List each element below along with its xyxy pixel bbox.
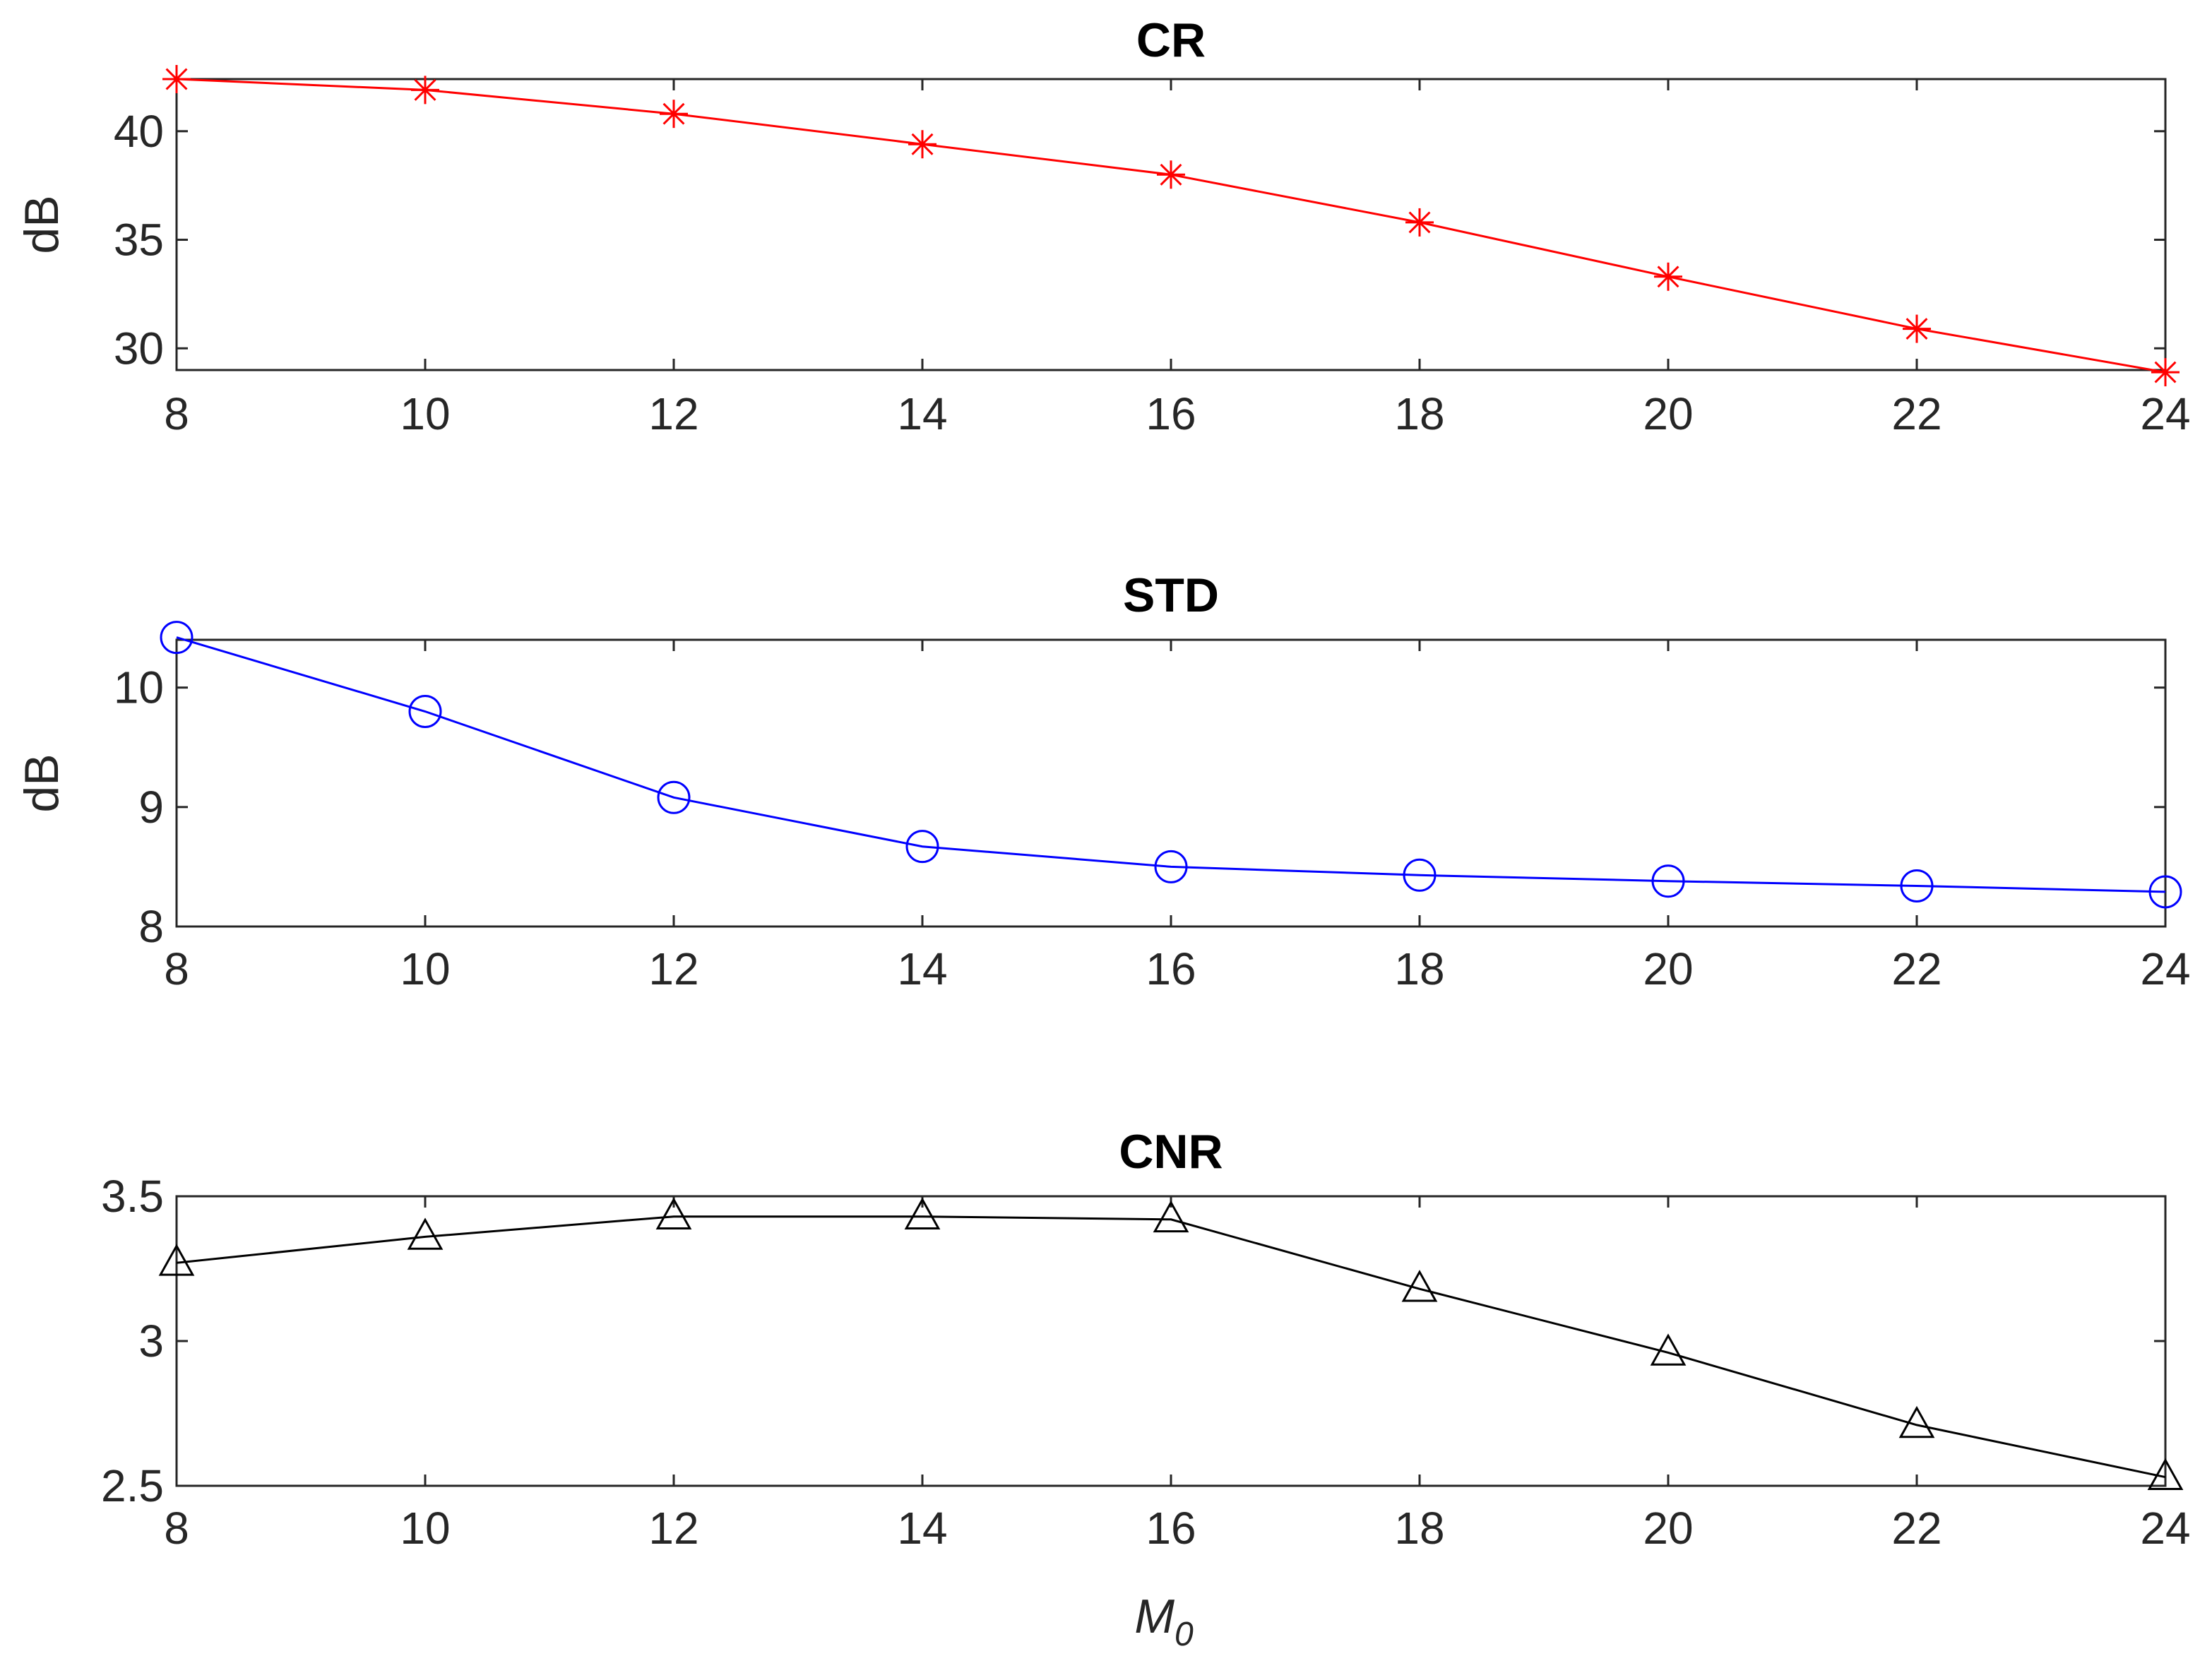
y-tick-label: 30 xyxy=(114,323,164,374)
x-tick-label: 18 xyxy=(1394,1503,1444,1554)
x-tick-label: 10 xyxy=(400,943,450,994)
x-tick-label: 22 xyxy=(1891,943,1942,994)
x-tick-label: 14 xyxy=(897,943,947,994)
chart-panel-std: STD 8 10 12 14 16 18 20 22 24 8 9 10 dB xyxy=(15,568,2191,994)
asterisk-marker xyxy=(908,130,936,159)
y-tick-label: 3.5 xyxy=(101,1171,164,1222)
triangle-marker xyxy=(407,1217,444,1250)
x-tick-label: 12 xyxy=(648,943,698,994)
x-tick-label: 20 xyxy=(1643,388,1693,439)
x-tick-label: 14 xyxy=(897,388,947,439)
x-tick-label: 16 xyxy=(1146,943,1196,994)
circle-marker xyxy=(408,695,442,728)
circle-marker xyxy=(2148,875,2182,909)
x-tick-label: 18 xyxy=(1394,943,1444,994)
circle-marker xyxy=(1154,850,1188,883)
triangle-marker xyxy=(2147,1458,2184,1490)
series-line-cr xyxy=(176,78,2166,374)
asterisk-marker xyxy=(2151,358,2180,387)
circle-marker xyxy=(1900,869,1934,902)
chart-panel-cr: CR 8 10 12 14 16 18 20 22 24 30 35 40 dB xyxy=(15,13,2191,439)
y-tick-label: 2.5 xyxy=(101,1460,164,1511)
x-tick-label: 24 xyxy=(2140,943,2190,994)
y-tick-label: 9 xyxy=(138,782,164,833)
x-tick-label: 22 xyxy=(1891,388,1942,439)
y-tick-label: 10 xyxy=(114,662,164,713)
x-axis-label: M0 xyxy=(1134,1590,1194,1653)
circle-marker xyxy=(1403,858,1437,892)
asterisk-marker xyxy=(660,100,688,129)
x-tick-label: 10 xyxy=(400,388,450,439)
series-line-std xyxy=(176,636,2166,893)
axes-frame xyxy=(175,78,2167,371)
x-tick-label: 16 xyxy=(1146,388,1196,439)
chart-title: STD xyxy=(1123,568,1219,622)
asterisk-marker xyxy=(1903,314,1931,343)
axes-frame xyxy=(175,638,2167,928)
x-tick-label: 10 xyxy=(400,1503,450,1554)
x-tick-label: 18 xyxy=(1394,388,1444,439)
triangle-marker xyxy=(1650,1333,1687,1366)
x-tick-label: 8 xyxy=(164,1503,189,1554)
triangle-marker xyxy=(655,1197,692,1229)
x-tick-label: 8 xyxy=(164,388,189,439)
axes-frame xyxy=(175,1195,2167,1487)
x-tick-label: 8 xyxy=(164,943,189,994)
x-tick-label: 20 xyxy=(1643,1503,1693,1554)
chart-title: CNR xyxy=(1119,1125,1223,1179)
triangle-marker xyxy=(1401,1270,1438,1302)
circle-marker xyxy=(905,830,939,864)
x-tick-label: 14 xyxy=(897,1503,947,1554)
x-axis-label-subscript: 0 xyxy=(1175,1616,1194,1653)
y-tick-label: 40 xyxy=(114,106,164,157)
asterisk-marker xyxy=(1405,208,1434,237)
asterisk-marker xyxy=(411,76,439,105)
chart-title: CR xyxy=(1136,13,1206,67)
asterisk-marker xyxy=(1654,262,1682,291)
circle-marker xyxy=(657,780,691,814)
x-tick-label: 12 xyxy=(648,1503,698,1554)
circle-marker xyxy=(160,621,194,655)
x-tick-label: 20 xyxy=(1643,943,1693,994)
triangle-marker xyxy=(158,1244,195,1276)
x-axis-label-main: M xyxy=(1134,1590,1175,1643)
x-tick-label: 12 xyxy=(648,388,698,439)
triangle-marker xyxy=(1153,1200,1189,1233)
chart-panel-cnr: CNR 8 10 12 14 16 18 20 22 24 2.5 3 3.5 xyxy=(101,1125,2191,1554)
circle-marker xyxy=(1651,864,1685,898)
asterisk-marker xyxy=(162,65,191,93)
x-tick-label: 24 xyxy=(2140,1503,2190,1554)
x-tick-label: 16 xyxy=(1146,1503,1196,1554)
triangle-marker xyxy=(1898,1405,1935,1438)
y-axis-label: dB xyxy=(15,753,69,812)
y-tick-label: 3 xyxy=(138,1316,164,1366)
series-line-cnr xyxy=(176,1215,2166,1479)
y-tick-label: 35 xyxy=(114,215,164,266)
asterisk-marker xyxy=(1157,160,1185,189)
x-tick-label: 22 xyxy=(1891,1503,1942,1554)
x-tick-label: 24 xyxy=(2140,388,2190,439)
triangle-marker xyxy=(904,1197,941,1229)
y-tick-label: 8 xyxy=(138,901,164,952)
y-axis-label: dB xyxy=(15,195,69,254)
